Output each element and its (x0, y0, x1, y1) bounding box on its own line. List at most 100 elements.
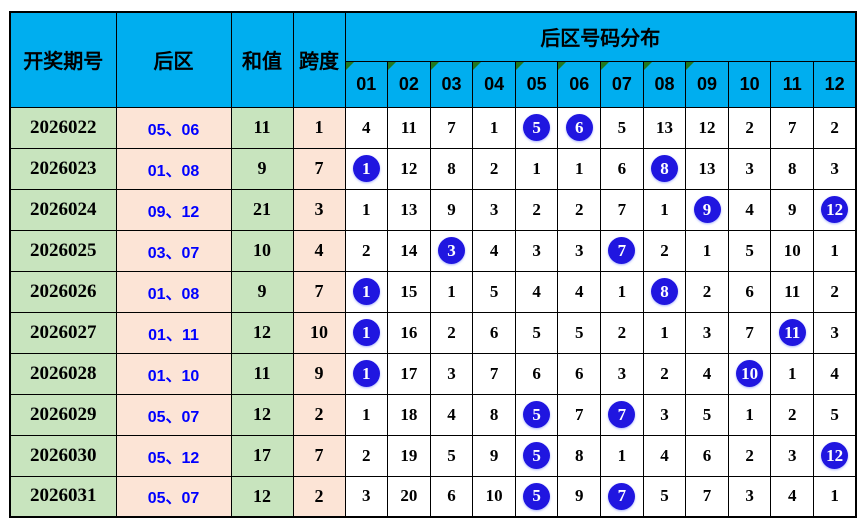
hit-number-ball: 5 (523, 401, 551, 428)
span-cell: 3 (292, 188, 346, 231)
distribution-cell: 1 (600, 434, 644, 477)
distribution-cell: 4 (557, 270, 602, 313)
header-number-09: 09 (685, 60, 729, 108)
sum-cell: 21 (230, 188, 294, 231)
header-row-main: 开奖期号 后区 和值 跨度 后区号码分布 (9, 11, 857, 108)
table-row: 2026027 01、11 12 10 1 16 2 6 5 5 2 1 3 7 11 3 (9, 311, 857, 354)
hit-number-ball: 1 (352, 278, 380, 305)
back-zone-cell: 05、12 (115, 434, 232, 477)
distribution-cell: 16 (387, 311, 431, 354)
distribution-cell: 2 (642, 229, 687, 272)
distribution-cell: 6 (600, 147, 644, 190)
hit-number-ball: 10 (736, 360, 764, 387)
hit-number-ball: 3 (437, 237, 465, 264)
distribution-cell: 3 (685, 311, 729, 354)
period-cell: 2026023 (9, 147, 117, 190)
table-body: 2026022 05、06 11 1 4 11 7 1 5 6 5 13 12 2 7 2 2026023 01、… (9, 106, 857, 518)
period-cell: 2026024 (9, 188, 117, 231)
distribution-cell: 4 (429, 393, 474, 436)
period-cell: 2026025 (9, 229, 117, 272)
hit-number-ball: 1 (352, 360, 380, 387)
period-cell: 2026027 (9, 311, 117, 354)
distribution-cell: 4 (472, 229, 516, 272)
distribution-cell: 5 (514, 393, 559, 436)
header-number-04: 04 (472, 60, 516, 108)
sum-cell: 9 (230, 270, 294, 313)
distribution-cell: 3 (727, 147, 772, 190)
distribution-cell: 12 (685, 106, 729, 149)
sum-cell: 12 (230, 393, 294, 436)
distribution-cell: 2 (727, 434, 772, 477)
hit-number-ball: 11 (778, 319, 806, 346)
distribution-cell: 2 (429, 311, 474, 354)
distribution-cell: 5 (813, 393, 857, 436)
hit-number-ball: 8 (650, 278, 678, 305)
header-sum: 和值 (230, 11, 294, 108)
distribution-cell: 7 (600, 229, 644, 272)
distribution-cell: 4 (514, 270, 559, 313)
distribution-cell: 2 (770, 393, 815, 436)
distribution-cell: 6 (429, 475, 474, 518)
hit-number-ball: 6 (565, 114, 593, 141)
sum-cell: 11 (230, 352, 294, 395)
distribution-cell: 7 (770, 106, 815, 149)
table-row: 2026029 05、07 12 2 1 18 4 8 5 7 7 3 5 1 2 5 (9, 393, 857, 436)
back-zone-cell: 01、11 (115, 311, 232, 354)
distribution-cell: 1 (344, 270, 389, 313)
distribution-cell: 13 (642, 106, 687, 149)
distribution-cell: 3 (770, 434, 815, 477)
distribution-cell: 2 (344, 229, 389, 272)
distribution-cell: 17 (387, 352, 431, 395)
hit-number-ball: 12 (821, 196, 849, 223)
distribution-cell: 3 (472, 188, 516, 231)
distribution-cell: 12 (813, 434, 857, 477)
sum-cell: 17 (230, 434, 294, 477)
distribution-cell: 3 (727, 475, 772, 518)
header-number-02: 02 (387, 60, 431, 108)
distribution-cell: 2 (557, 188, 602, 231)
distribution-cell: 2 (472, 147, 516, 190)
distribution-cell: 13 (685, 147, 729, 190)
distribution-cell: 1 (813, 229, 857, 272)
hit-number-ball: 1 (352, 319, 380, 346)
distribution-cell: 4 (813, 352, 857, 395)
distribution-cell: 7 (429, 106, 474, 149)
distribution-cell: 3 (813, 147, 857, 190)
distribution-cell: 4 (770, 475, 815, 518)
back-zone-distribution-table: 开奖期号 后区 和值 跨度 后区号码分布 01 02 03 04 05 06 07 08 09 1… (9, 11, 858, 518)
hit-number-ball: 5 (523, 482, 551, 510)
distribution-cell: 10 (727, 352, 772, 395)
distribution-cell: 9 (770, 188, 815, 231)
distribution-cell: 8 (472, 393, 516, 436)
distribution-cell: 7 (600, 188, 644, 231)
distribution-cell: 4 (344, 106, 389, 149)
distribution-cell: 3 (813, 311, 857, 354)
distribution-cell: 1 (472, 106, 516, 149)
table-row: 2026022 05、06 11 1 4 11 7 1 5 6 5 13 12 2 7 2 (9, 106, 857, 149)
distribution-cell: 19 (387, 434, 431, 477)
distribution-cell: 1 (685, 229, 729, 272)
distribution-cell: 2 (514, 188, 559, 231)
sum-cell: 9 (230, 147, 294, 190)
distribution-cell: 7 (727, 311, 772, 354)
distribution-cell: 2 (642, 352, 687, 395)
header-distribution-title: 后区号码分布 (344, 11, 857, 62)
span-cell: 4 (292, 229, 346, 272)
distribution-cell: 5 (514, 106, 559, 149)
distribution-cell: 5 (600, 106, 644, 149)
distribution-cell: 4 (727, 188, 772, 231)
period-cell: 2026026 (9, 270, 117, 313)
distribution-cell: 7 (472, 352, 516, 395)
distribution-cell: 10 (770, 229, 815, 272)
distribution-cell: 1 (429, 270, 474, 313)
hit-number-ball: 12 (821, 442, 849, 469)
back-zone-cell: 01、08 (115, 147, 232, 190)
distribution-cell: 6 (557, 106, 602, 149)
distribution-cell: 8 (770, 147, 815, 190)
back-zone-cell: 05、06 (115, 106, 232, 149)
span-cell: 9 (292, 352, 346, 395)
hit-number-ball: 5 (523, 442, 551, 469)
header-back-zone: 后区 (115, 11, 232, 108)
hit-number-ball: 7 (608, 401, 636, 428)
